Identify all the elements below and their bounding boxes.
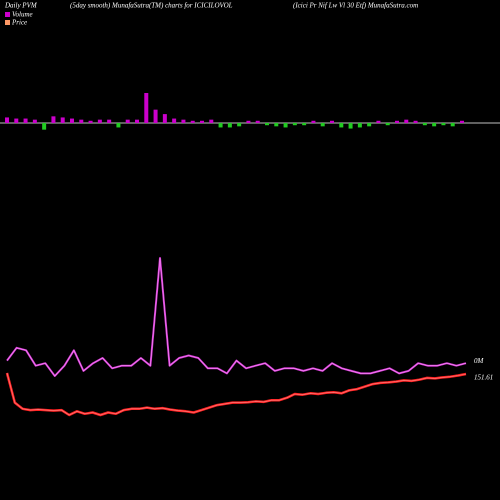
pvm-bar <box>237 123 242 127</box>
pvm-bar <box>441 123 446 126</box>
pvm-bar <box>274 123 279 127</box>
pvm-bar <box>246 120 251 123</box>
pvm-bar <box>125 119 130 123</box>
pvm-bar <box>413 120 418 123</box>
pvm-bar <box>283 123 288 128</box>
pvm-bar <box>23 118 28 123</box>
legend-swatch <box>5 20 10 25</box>
pvm-bar <box>162 114 167 123</box>
legend-swatch <box>5 12 10 17</box>
line-highlight <box>6 372 467 416</box>
pvm-bar <box>357 123 362 128</box>
pvm-bar <box>404 119 409 123</box>
pvm-bar <box>385 123 390 126</box>
pvm-bar <box>209 119 214 123</box>
chart-title: Daily PVM <box>4 2 38 10</box>
legend-label: Price <box>11 19 27 27</box>
pvm-bar <box>88 120 93 123</box>
pvm-bar <box>218 123 223 128</box>
pvm-bar <box>348 123 353 129</box>
pvm-bar <box>311 120 316 123</box>
pvm-bar <box>292 123 297 126</box>
pvm-bar <box>422 123 427 126</box>
pvm-bar <box>367 123 372 127</box>
pvm-bar <box>450 123 455 127</box>
pvm-bar <box>302 123 307 126</box>
line-highlight <box>6 257 467 377</box>
pvm-bar <box>42 123 47 130</box>
pvm-bar <box>460 120 464 123</box>
pvm-bar <box>51 116 56 123</box>
pvm-bar <box>227 123 232 128</box>
pvm-bar <box>190 120 195 123</box>
pvm-bar <box>70 118 74 123</box>
pvm-bar <box>432 123 437 127</box>
pvm-bar <box>376 120 381 123</box>
pvm-bar <box>14 118 19 123</box>
pvm-bar <box>79 119 84 123</box>
pvm-bar <box>320 123 325 127</box>
pvm-bar <box>97 119 102 123</box>
pvm-bar <box>255 120 260 123</box>
pvm-bar <box>172 118 177 123</box>
pvm-bar <box>135 119 139 123</box>
pvm-bar <box>116 123 121 128</box>
pvm-bar <box>153 109 158 123</box>
pvm-bar <box>265 123 269 126</box>
pvm-bar <box>395 120 399 123</box>
chart-source: (Icici Pr Nif Lw Vl 30 Etf) MunafaSutra.… <box>293 2 418 10</box>
pvm-bar <box>107 119 112 123</box>
pvm-bar <box>5 117 9 123</box>
pvm-bar <box>200 120 204 123</box>
pvm-bar <box>339 123 344 128</box>
chart-subtitle: (5day smooth) MunafaSutra(TM) charts for… <box>70 2 233 10</box>
legend-label: Volume <box>12 11 33 19</box>
pvm-bar <box>144 93 149 123</box>
pvm-bar <box>60 117 65 123</box>
pvm-bar <box>32 119 37 123</box>
price-end-label: 151.61 <box>474 374 493 382</box>
pvm-bar <box>181 119 186 123</box>
volume-end-label: 0M <box>474 357 485 365</box>
pvm-bar <box>330 120 334 123</box>
